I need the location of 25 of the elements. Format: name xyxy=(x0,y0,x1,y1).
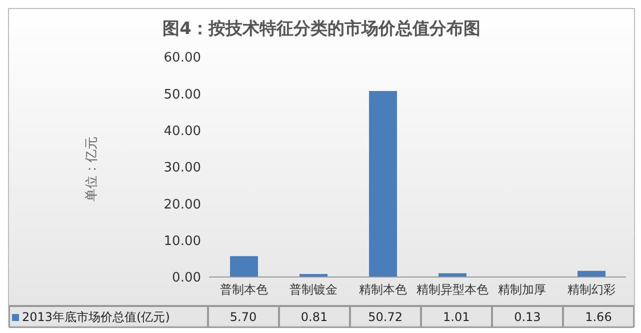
x-tick-label: 普制镀金 xyxy=(289,282,338,297)
data-label: 5.70 xyxy=(208,306,279,328)
bar xyxy=(578,270,606,277)
data-label: 50.72 xyxy=(350,306,421,328)
data-label: 0.13 xyxy=(492,306,563,328)
x-tick-label: 精制幻彩 xyxy=(567,282,616,297)
y-tick-label: 60.00 xyxy=(164,50,201,66)
y-axis-title: 单位：亿元 xyxy=(83,136,100,202)
data-label: 1.01 xyxy=(420,306,492,328)
y-tick-label: 30.00 xyxy=(164,160,201,176)
data-label: 0.81 xyxy=(278,306,350,328)
legend-label: 2013年底市场价总值(亿元) xyxy=(22,308,170,326)
y-tick-label: 40.00 xyxy=(164,124,201,139)
data-label: 1.66 xyxy=(562,306,634,328)
bar xyxy=(230,256,258,277)
chart-title: 图4：按技术特征分类的市场价总值分布图 xyxy=(162,18,482,41)
y-tick-label: 10.00 xyxy=(164,234,201,249)
bar xyxy=(369,91,397,277)
y-tick-label: 0.00 xyxy=(172,270,201,286)
x-tick-label: 精制本色 xyxy=(358,282,407,297)
x-tick-label: 精制加厚 xyxy=(498,282,546,297)
y-tick-label: 20.00 xyxy=(164,197,201,212)
y-tick-label: 50.00 xyxy=(164,87,201,102)
x-tick-label: 精制异型本色 xyxy=(416,282,488,297)
x-tick-label: 普制本色 xyxy=(220,282,268,297)
